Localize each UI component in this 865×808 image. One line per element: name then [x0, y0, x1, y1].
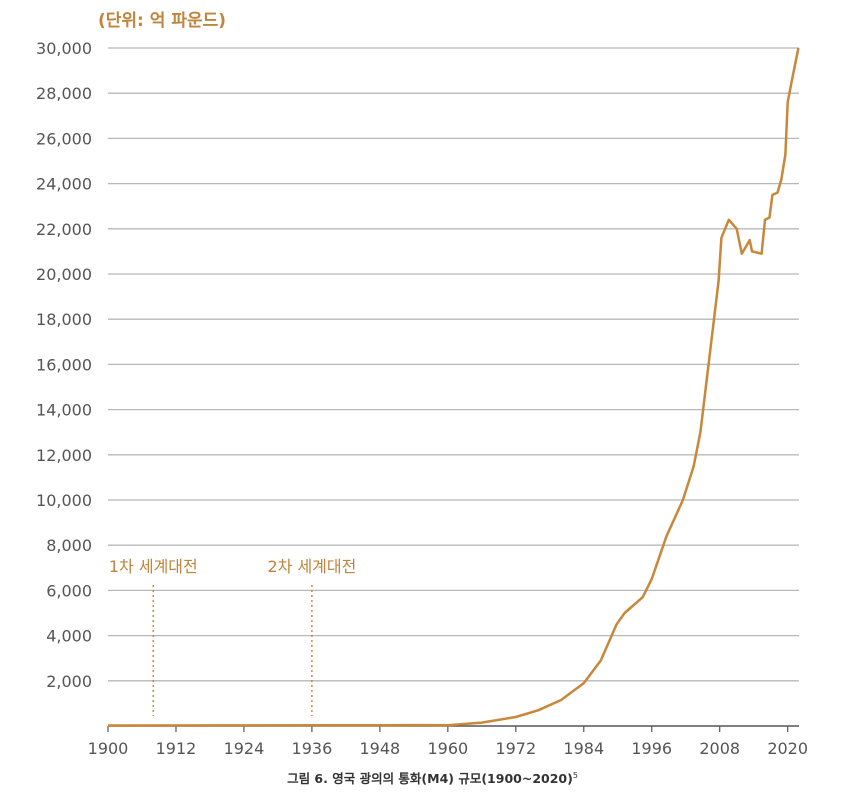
y-tick-label: 14,000 — [36, 401, 92, 420]
x-tick-label: 2020 — [767, 739, 808, 758]
y-tick-label: 24,000 — [36, 175, 92, 194]
x-tick-label: 1972 — [495, 739, 536, 758]
chart-caption: 그림 6. 영국 광의의 통화(M4) 규모(1900~2020)5 — [0, 768, 865, 787]
x-tick-label: 1948 — [360, 739, 401, 758]
y-tick-label: 18,000 — [36, 310, 92, 329]
y-tick-label: 2,000 — [46, 672, 92, 691]
y-tick-label: 28,000 — [36, 84, 92, 103]
annotation-label: 2차 세계대전 — [267, 557, 356, 576]
y-tick-label: 16,000 — [36, 355, 92, 374]
annotation-label: 1차 세계대전 — [109, 557, 198, 576]
x-tick-label: 1936 — [292, 739, 333, 758]
x-tick-label: 1996 — [631, 739, 672, 758]
y-tick-label: 22,000 — [36, 220, 92, 239]
y-tick-label: 4,000 — [46, 627, 92, 646]
y-tick-label: 26,000 — [36, 129, 92, 148]
x-tick-label: 1924 — [224, 739, 265, 758]
y-tick-label: 30,000 — [36, 39, 92, 58]
chart-title: 그림 6. 영국 광의의 통화(M4) 규모(1900~2020) — [287, 771, 573, 786]
y-tick-label: 20,000 — [36, 265, 92, 284]
y-tick-label: 6,000 — [46, 581, 92, 600]
x-tick-label: 1960 — [427, 739, 468, 758]
x-tick-label: 2008 — [699, 739, 740, 758]
x-tick-label: 1900 — [88, 739, 129, 758]
series-line-m4 — [107, 47, 800, 727]
x-tick-label: 1984 — [563, 739, 604, 758]
unit-label: (단위: 억 파운드) — [98, 11, 227, 31]
y-tick-label: 8,000 — [46, 536, 92, 555]
y-tick-label: 12,000 — [36, 446, 92, 465]
footnote-mark: 5 — [572, 770, 578, 780]
y-tick-label: 10,000 — [36, 491, 92, 510]
x-tick-label: 1912 — [156, 739, 197, 758]
